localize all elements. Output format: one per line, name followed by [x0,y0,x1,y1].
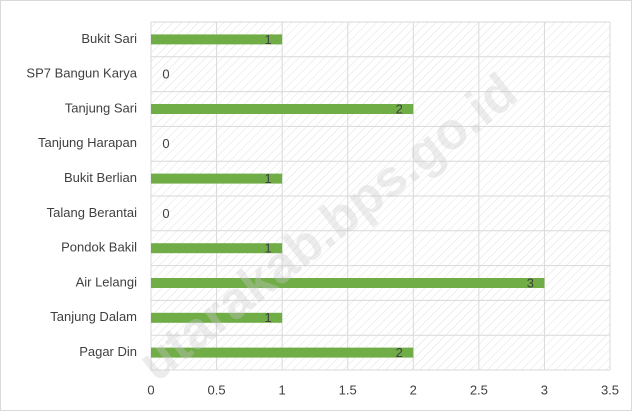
x-tick-label: 0.5 [208,382,226,397]
data-label: 1 [265,32,272,47]
x-tick-label: 3.5 [601,382,619,397]
data-label: 1 [265,241,272,256]
y-tick-label: Talang Berantai [47,205,137,220]
data-label: 0 [162,67,169,82]
x-tick-label: 3 [541,382,548,397]
data-label: 3 [527,275,534,290]
bar [151,173,283,184]
y-tick-label: SP7 Bangun Karya [26,66,137,81]
y-tick-label: Air Lelangi [76,274,138,289]
y-tick-label: Bukit Berlian [64,170,137,185]
x-tick-label: 2 [410,382,417,397]
x-tick-label: 1 [279,382,286,397]
bar [151,243,283,254]
x-tick-label: 1.5 [339,382,357,397]
data-label: 0 [162,136,169,151]
bar [151,278,545,288]
data-label: 0 [162,206,169,221]
data-label: 1 [265,171,272,186]
bar [151,347,414,358]
y-tick-label: Bukit Sari [81,31,137,46]
bar [151,312,283,323]
x-tick-label: 0 [147,382,154,397]
y-tick-label: Tanjung Harapan [38,135,137,150]
x-tick-label: 2.5 [470,382,488,397]
bar [151,34,283,45]
y-tick-label: Tanjung Dalam [50,309,137,324]
y-tick-label: Pagar Din [79,344,137,359]
y-tick-label: Tanjung Sari [65,100,137,115]
data-label: 2 [396,101,403,116]
bar [151,104,414,114]
y-tick-label: Pondok Bakil [61,240,137,255]
data-label: 1 [265,310,272,325]
data-label: 2 [396,345,403,360]
